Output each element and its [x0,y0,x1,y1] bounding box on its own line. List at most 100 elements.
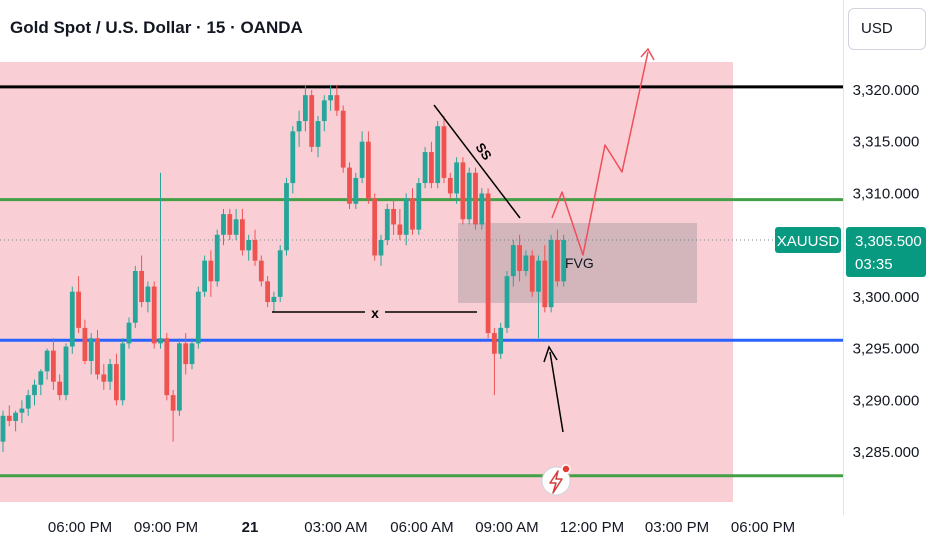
candle-body [101,374,107,382]
candle-body [517,245,522,271]
x-tick-label: 12:00 PM [560,519,624,536]
candle-body [189,343,195,365]
price-axis-divider [843,0,844,515]
candle-body [252,239,258,261]
candle-body [277,250,283,297]
y-tick-label: 3,310.000 [853,185,920,202]
price-badge-countdown: 03:35 [855,256,893,273]
x-tick-label: 06:00 PM [48,519,112,536]
time-axis: 06:00 PM 09:00 PM 21 03:00 AM 06:00 AM 09:00 … [48,519,795,536]
price-badge [846,226,926,277]
fvg-label: FVG [565,255,594,271]
y-tick-label: 3,285.000 [853,444,920,461]
candle-body [139,271,144,303]
candle-body [466,172,472,220]
candle-body [221,214,226,235]
candle-body [366,141,371,199]
candle-body [290,131,296,184]
candle-body [485,193,491,334]
candle-body [384,208,390,240]
candle-body [372,198,378,256]
candle-body [536,260,541,292]
candle-body [95,338,100,375]
currency-button[interactable]: USD [848,8,926,50]
candle-body [76,291,81,328]
candle-body [88,338,94,361]
x-line-label: x [371,305,379,321]
x-tick-label: 09:00 PM [134,519,198,536]
x-tick-label: 06:00 PM [731,519,795,536]
candle-body [265,281,270,303]
candle-body [158,338,163,344]
candle-body [441,126,447,178]
candle-body [120,343,126,401]
candle-body [145,286,151,303]
candle-body [69,291,75,347]
candle-body [321,100,327,122]
candle-body [429,152,434,184]
candle-body [13,412,18,421]
x-tick-label: 06:00 AM [390,519,453,536]
candle-body [529,255,535,292]
candle-body [246,239,252,251]
candle-body [202,260,207,292]
candle-body [510,245,516,277]
candle-body [403,198,409,235]
symbol-badge-label: XAUUSD [777,233,840,250]
y-tick-label: 3,300.000 [853,289,920,306]
up-arrow-line [549,351,564,433]
candle-body [183,343,189,365]
candle-body [32,384,37,396]
y-tick-label: 3,315.000 [853,134,920,151]
x-tick-label: 03:00 AM [304,519,367,536]
candle-body [334,95,340,111]
candle-body [378,239,384,256]
price-badge-value: 3,305.500 [855,233,922,250]
candle-body [82,327,88,361]
horizontal-levels [0,85,843,478]
symbol-badge [775,226,841,253]
projection-arrowhead [640,47,655,61]
candle-body [347,167,352,204]
candle-body [523,255,529,271]
y-tick-label: 3,320.000 [853,82,920,99]
candle-body [126,322,132,344]
candle-body [303,95,308,122]
candle-body [340,110,346,168]
candle-body [132,271,138,323]
candle-body [492,333,497,354]
candle-body [57,381,63,396]
candle-body [227,214,233,235]
candle-body [151,286,157,344]
candle-body [410,198,415,230]
candle-body [435,126,441,184]
candle-body [107,364,113,382]
candle-body [460,162,466,220]
candle-body [296,121,302,132]
x-tick-label: 21 [242,519,259,536]
candle-body [416,183,422,230]
candle-body [479,193,485,225]
candle-body [561,239,567,282]
candle-body [315,121,321,147]
candle-body [422,152,428,184]
candle-body [454,162,459,194]
notification-dot [561,464,571,474]
candles-group [0,84,567,452]
candle-body [6,415,12,421]
candle-body [195,291,201,344]
x-tick-label: 09:00 AM [475,519,538,536]
lightning-icon [541,466,571,496]
candle-body [208,260,214,282]
candle-body [63,346,69,396]
projection-path [551,51,649,256]
candle-body [309,95,315,147]
candle-body [271,296,277,303]
candle-body [498,327,504,354]
y-tick-label: 3,295.000 [853,341,920,358]
up-arrow-head [543,345,558,363]
price-axis: 3,285.000 3,290.000 3,295.000 3,300.000 3,31… [853,82,920,461]
candle-body [473,172,478,225]
